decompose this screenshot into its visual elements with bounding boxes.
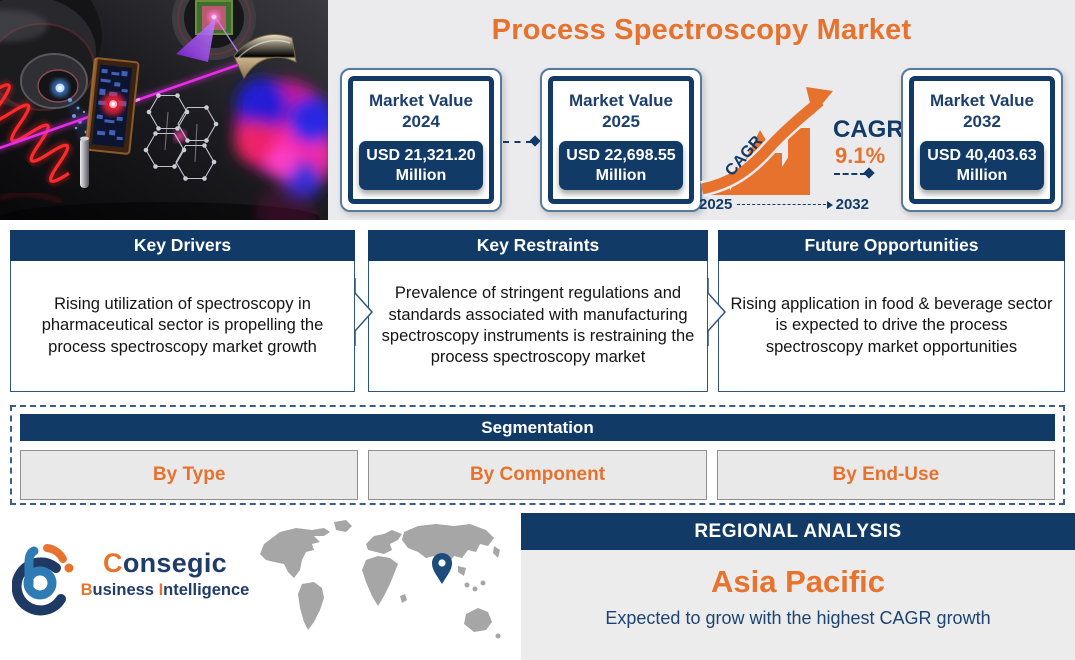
market-value-label-text: Market Value [369,90,473,110]
molecular-lattice [143,93,219,181]
future-opportunities-header: Future Opportunities [718,230,1065,261]
regional-analysis-header: REGIONAL ANALYSIS [521,513,1075,550]
market-value-unit: Million [395,166,447,184]
cagr-start-year: 2025 [699,196,733,213]
market-value-amount: USD 40,403.63 [927,147,1037,165]
segmentation-header: Segmentation [20,414,1055,441]
chevron-right-icon [353,278,373,346]
cagr-swoosh [700,96,824,195]
market-value-2025-inner: Market Value 2025 USD 22,698.55 Million [548,76,694,204]
segment-by-end-use: By End-Use [716,450,1055,500]
market-value-2024-label: Market Value 2024 [369,90,473,133]
key-drivers-text: Rising utilization of spectroscopy in ph… [10,261,355,392]
map-continents [260,520,501,639]
world-map [260,520,501,639]
market-value-2032-inner: Market Value 2032 USD 40,403.63 Million [909,76,1055,204]
key-restraints-text: Prevalence of stringent regulations and … [368,261,708,392]
segment-by-type: By Type [20,450,359,500]
market-value-2032-label: Market Value 2032 [930,90,1034,133]
market-value-2025-pill: USD 22,698.55 Million [559,141,683,191]
red-laser-wave [0,80,73,186]
diamond-connector-icon [503,141,532,143]
cagr-arrowhead [806,87,833,115]
market-value-amount: USD 21,321.20 [366,147,476,165]
market-value-2025-label: Market Value 2025 [569,90,673,133]
market-value-year-text: 2032 [963,111,1001,131]
market-value-label-text: Market Value [569,90,673,110]
regional-region-name: Asia Pacific [710,564,886,599]
year-range-arrow-icon [737,200,833,209]
cagr-heading: CAGR [833,116,904,143]
market-value-2032-box: Market Value 2032 USD 40,403.63 Million [901,68,1063,212]
key-drivers-header: Key Drivers [10,230,355,261]
market-value-unit: Million [956,166,1008,184]
logo-sub-rest2: ntelligence [163,581,250,599]
market-value-label-text: Market Value [930,90,1034,110]
page-title: Process Spectroscopy Market [491,14,912,46]
cagr-value: 9.1% [835,143,886,168]
market-value-2025-box: Market Value 2025 USD 22,698.55 Million [540,68,702,212]
spectroscopy-illustration [0,0,328,220]
consegic-logo-icon [12,544,74,616]
segment-by-component: By Component [368,450,707,500]
market-value-year-text: 2024 [402,111,440,131]
regional-analysis-body: Asia Pacific Expected to grow with the h… [521,550,1075,660]
growth-arrow-icon: CAGR [700,87,833,197]
key-restraints-header: Key Restraints [368,230,708,261]
logo-sub-initial-i: I [158,581,164,599]
market-value-year-text: 2025 [602,111,640,131]
curved-mirror [233,34,297,80]
key-drivers-panel: Key Drivers Rising utilization of spectr… [10,230,355,392]
logo-name: Consegic [80,548,250,579]
market-value-amount: USD 22,698.55 [566,147,676,165]
sample-pillar [80,136,89,188]
logo-subtitle: Business Intelligence [80,581,250,600]
market-value-2024-inner: Market Value 2024 USD 21,321.20 Million [348,76,494,204]
regional-subtitle: Expected to grow with the highest CAGR g… [605,608,991,628]
logo-sub-rest1: usiness [92,581,159,599]
future-opportunities-text: Rising application in food & beverage se… [718,261,1065,392]
photonic-chip [84,57,140,155]
logo-name-initial: C [103,548,123,578]
cagr-end-year: 2032 [835,196,869,213]
logo-name-rest: onsegic [122,548,227,578]
market-value-2032-pill: USD 40,403.63 Million [920,141,1044,191]
location-pin-icon [432,553,452,584]
detector-barrel [172,0,256,62]
segmentation-section: Segmentation By Type By Component By End… [10,405,1065,505]
market-value-2024-pill: USD 21,321.20 Million [359,141,483,191]
chevron-right-icon [706,278,726,346]
market-value-2024-box: Market Value 2024 USD 21,321.20 Million [340,68,502,212]
floor-reflection [0,184,320,220]
consegic-logo-text: Consegic Business Intelligence [80,548,250,600]
key-restraints-panel: Key Restraints Prevalence of stringent r… [368,230,708,392]
cagr-year-range: 2025 2032 [699,196,869,213]
logo-sub-initial-b: B [80,581,93,599]
future-opportunities-panel: Future Opportunities Rising application … [718,230,1065,392]
consegic-logo: Consegic Business Intelligence [12,536,252,626]
diamond-connector-icon [834,173,866,175]
market-value-unit: Million [595,166,647,184]
segmentation-items: By Type By Component By End-Use [20,450,1055,500]
